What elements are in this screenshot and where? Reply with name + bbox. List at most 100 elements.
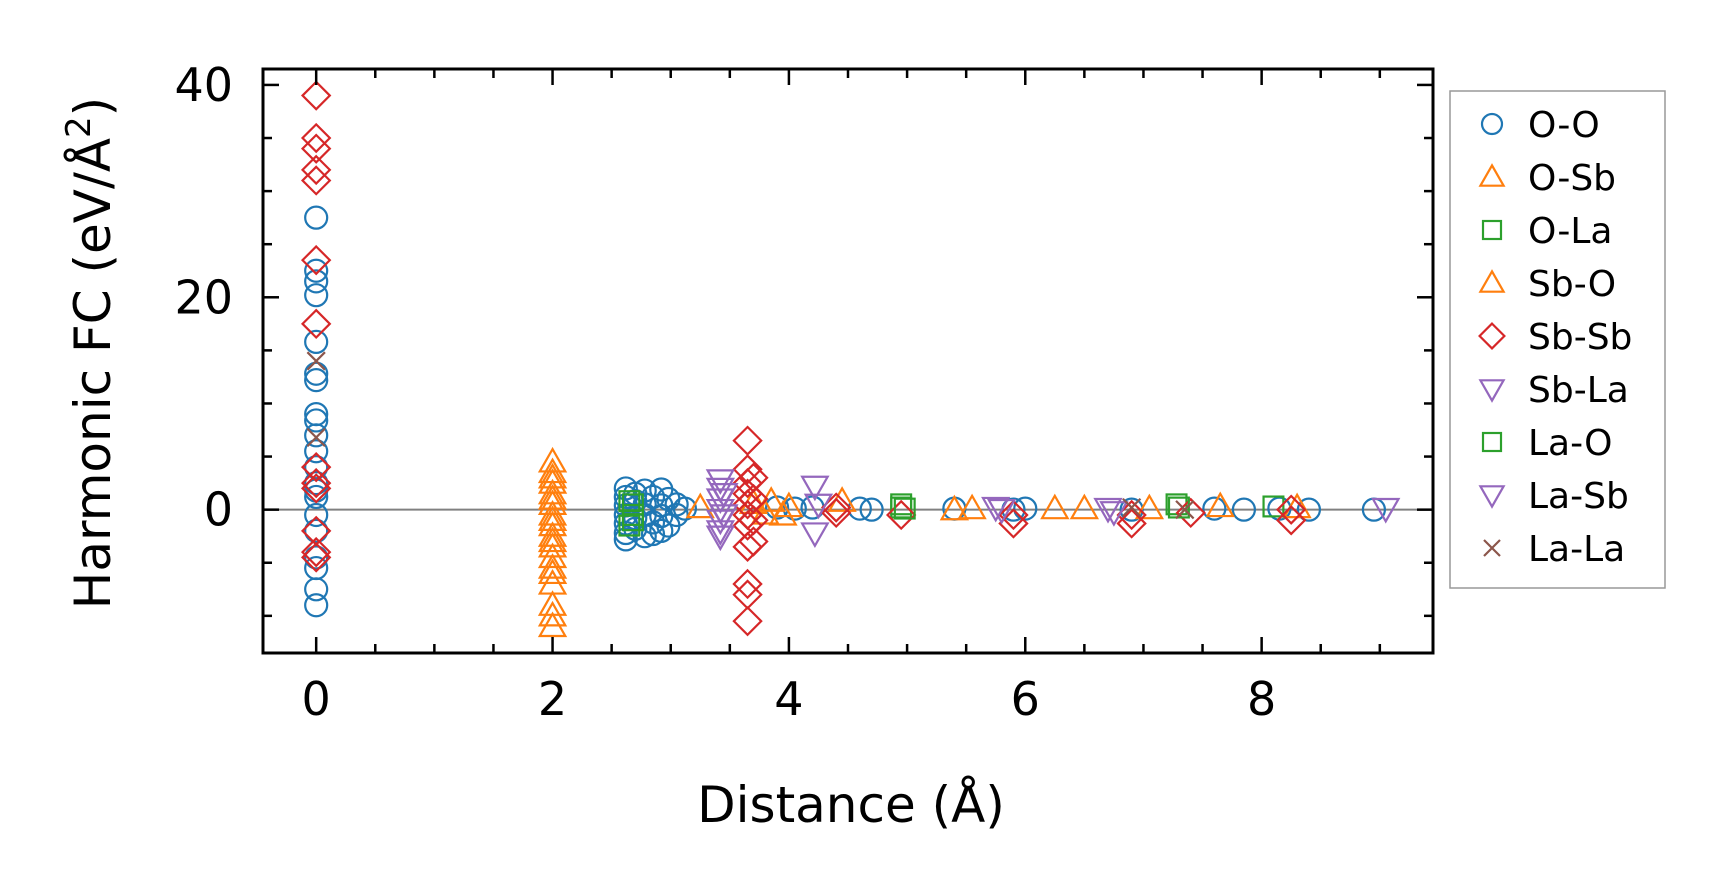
data-point [1275,494,1307,525]
legend-item: La-Sb [1478,476,1629,517]
data-point [300,451,332,483]
data-point [304,545,329,570]
x-tick-labels: 0 2 4 6 8 [302,672,1277,726]
data-point [304,423,329,448]
data-point [859,497,884,522]
data-point [986,498,1017,525]
legend-item: Sb-O [1478,264,1616,305]
data-point [981,496,1011,523]
legend-label: Sb-O [1528,264,1616,305]
data-point [304,593,329,618]
data-point [306,351,326,371]
data-point [774,491,804,518]
data-point [300,244,332,276]
y-axis-title-main: Harmonic FC (eV/Å [64,138,122,609]
series-O-O [304,205,1387,618]
data-point [537,600,568,627]
data-point [1167,496,1190,519]
data-point [304,368,329,393]
data-point [304,577,329,602]
data-point [732,579,763,610]
y-tick-label: 0 [204,483,233,537]
data-point [300,536,332,568]
legend-item: La-O [1481,423,1612,464]
data-point [732,489,763,520]
data-point [537,553,568,579]
data-point [732,454,763,485]
data-point [304,283,329,308]
data-point [300,122,332,154]
data-point [1275,505,1307,536]
data-point [304,361,329,386]
data-point [738,526,769,557]
x-axis-title: Distance (Å) [697,776,1005,834]
y-axis-title-suffix: ) [64,97,122,117]
data-point [304,455,329,480]
data-point [300,473,332,504]
x-tick-label: 2 [538,672,567,726]
data-point [537,611,568,638]
data-point [732,531,763,563]
legend-marker [1478,485,1506,509]
data-point [738,483,769,515]
legend-marker [1480,112,1504,136]
data-point [300,467,332,499]
data-point [705,525,736,552]
data-point [685,492,715,519]
legend-marker [1481,219,1503,241]
legend-item: O-O [1480,105,1600,146]
data-point [306,427,326,448]
data-point [300,80,332,111]
data-point [800,522,830,548]
y-tick-label: 40 [174,58,233,112]
data-point [1013,496,1038,521]
legend-label: Sb-Sb [1528,317,1632,358]
data-point [1296,497,1322,522]
series-O-Sb [537,446,1312,638]
legend-item: O-Sb [1478,158,1616,199]
y-axis-title: Harmonic FC (eV/Å2) [59,97,122,609]
data-point [300,133,332,164]
x-tick-label: 0 [302,672,331,726]
series-Sb-O [537,462,804,595]
data-point [1231,497,1257,522]
data-point [618,490,641,513]
data-point [300,542,332,573]
series-La-O [618,490,1190,537]
data-point [1202,496,1227,521]
data-point [1262,495,1285,518]
data-point [649,518,674,543]
data-point [304,258,329,283]
data-point [304,269,329,294]
data-point [1371,497,1401,524]
legend-label: O-O [1528,105,1600,146]
data-point [304,329,329,354]
data-point [709,483,739,509]
data-point [1069,493,1100,520]
data-point [672,496,698,521]
legend-marker [1478,269,1506,293]
data-point [618,514,641,537]
data-point [732,425,763,456]
x-tick-label: 4 [774,672,803,726]
legend-box [1449,90,1666,589]
data-point [738,505,769,536]
data-point [732,568,763,600]
data-point [939,494,970,521]
data-point [537,526,568,553]
data-point [300,308,332,340]
legend-item: Sb-Sb [1478,317,1632,358]
series-Sb-Sb [300,80,1307,637]
data-point [300,165,332,196]
data-point [1122,497,1142,518]
data-point [304,205,329,230]
data-point [732,510,763,541]
legend-label: La-Sb [1528,476,1629,517]
data-point [893,497,916,520]
data-point [820,497,852,529]
data-point [304,471,329,496]
legend: O-O O-Sb O-La Sb-O Sb-Sb Sb-La La-O La-Sb La-La [1449,90,1666,589]
y-tick-labels: 0 20 40 [174,58,233,537]
legend-marker [1478,163,1506,187]
